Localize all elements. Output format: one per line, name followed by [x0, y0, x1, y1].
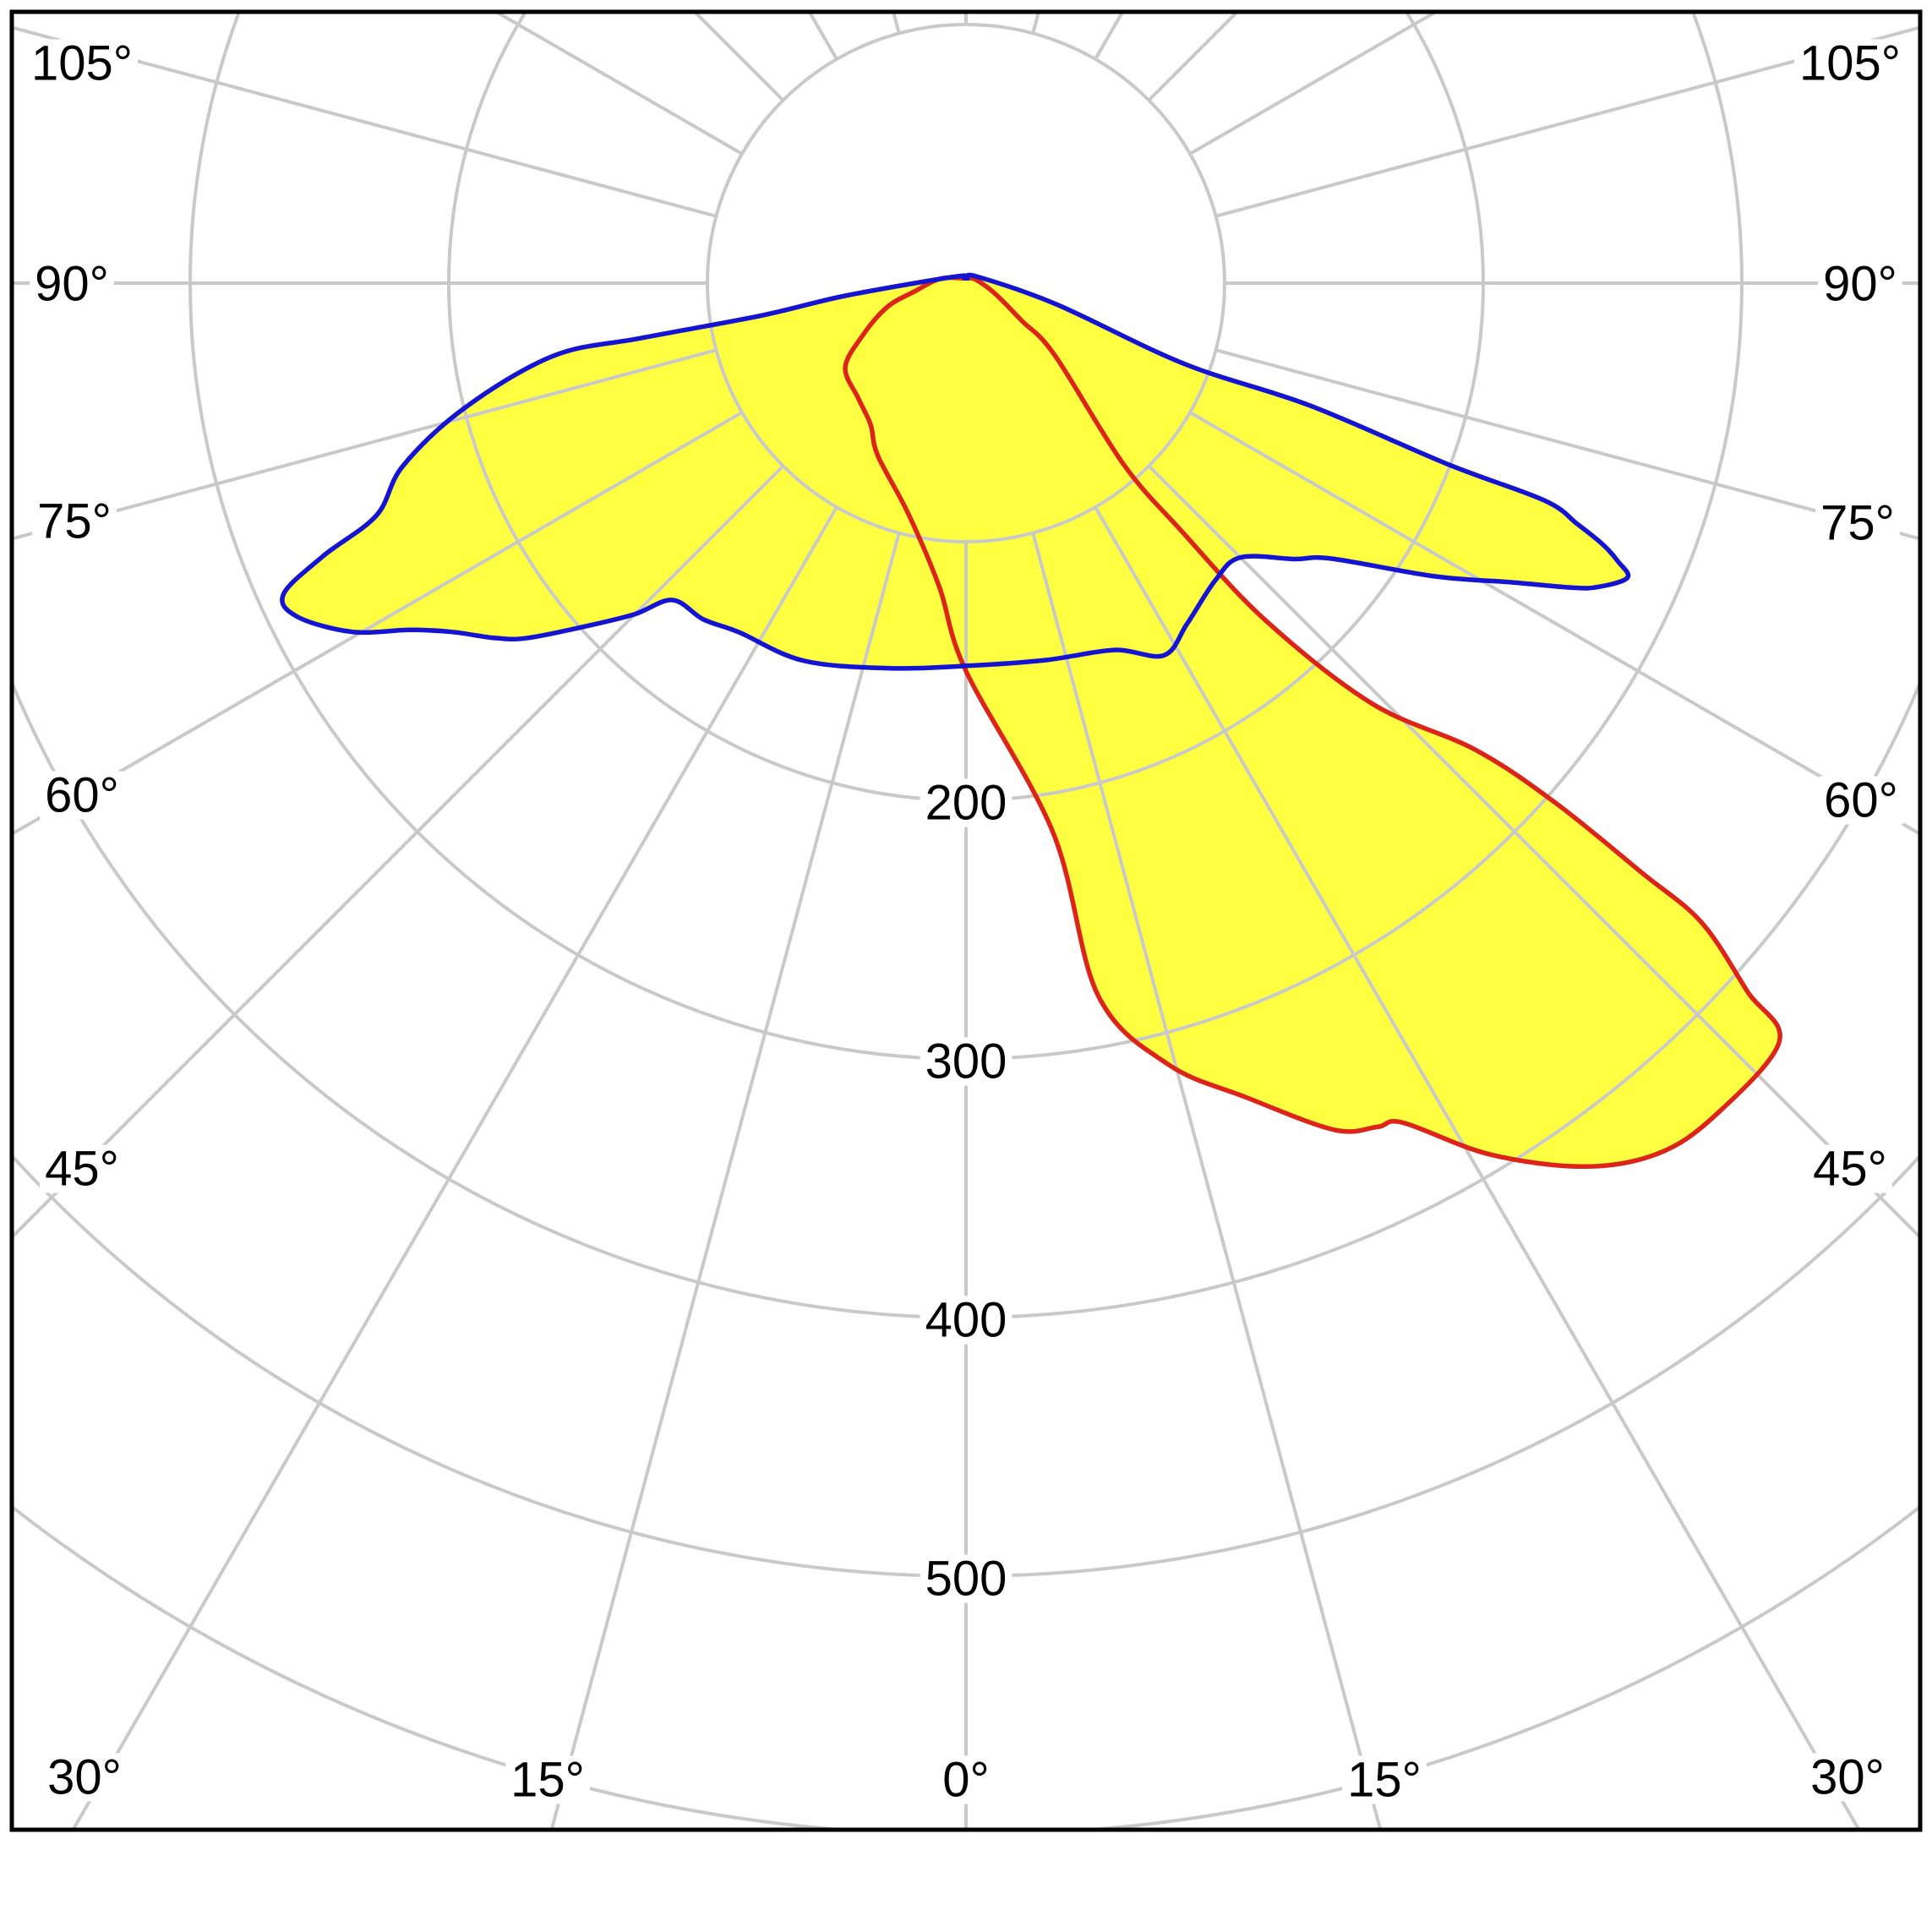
grid-spoke-75deg: [1215, 348, 1920, 541]
angle-label-6: 90°: [1818, 257, 1902, 312]
radial-label-bbox: [920, 778, 1012, 827]
angle-label-4: 45°: [40, 1142, 124, 1197]
angle-label-text: 105°: [1799, 36, 1901, 91]
grid-spoke--30deg: [71, 506, 838, 1830]
angle-label-bbox: [1342, 1755, 1427, 1804]
radial-label-0: 200: [920, 776, 1012, 831]
angle-label-2: 75°: [32, 494, 117, 549]
angle-label-5: 105°: [1794, 36, 1906, 91]
angle-label-text: 105°: [31, 36, 133, 91]
radial-label-3: 500: [920, 1552, 1012, 1607]
grid-spoke-30deg: [1094, 506, 1861, 1830]
angle-label-text: 15°: [1347, 1753, 1422, 1808]
angle-label-bbox: [937, 1755, 995, 1804]
grid-spoke-105deg: [1215, 25, 1920, 218]
angle-label-bbox: [26, 39, 138, 88]
angle-label-text: 30°: [1810, 1750, 1885, 1805]
angle-label-bbox: [32, 497, 117, 546]
angle-label-7: 75°: [1815, 496, 1900, 551]
grid-spoke-15deg: [1031, 532, 1383, 1830]
angle-label-3: 60°: [40, 768, 124, 823]
grid-spoke--15deg: [549, 532, 901, 1830]
angle-label-bbox: [30, 259, 114, 308]
angle-label-text: 60°: [1824, 773, 1898, 828]
grid-spoke-165deg: [1031, 12, 1041, 34]
radial-label-bbox: [920, 1296, 1012, 1345]
grid-spoke--165deg: [891, 12, 901, 34]
radial-label-2: 400: [920, 1293, 1012, 1348]
angle-label-14: 30°: [1805, 1750, 1890, 1805]
radial-label-bbox: [920, 1037, 1012, 1086]
angle-label-text: 90°: [35, 257, 109, 312]
angle-label-bbox: [1805, 1753, 1890, 1802]
angle-label-13: 15°: [1342, 1753, 1427, 1808]
angle-label-bbox: [42, 1753, 127, 1802]
angle-label-10: 30°: [42, 1750, 127, 1805]
grid-spoke--60deg: [12, 411, 743, 837]
radial-label-bbox: [920, 1554, 1012, 1603]
yellow-fill-blue: [281, 275, 1629, 669]
angle-label-0: 105°: [26, 36, 138, 91]
angle-label-text: 30°: [47, 1750, 122, 1805]
grid-spoke-60deg: [1189, 411, 1920, 837]
angle-label-text: 75°: [37, 494, 112, 549]
blue-curve-c90-c270: [280, 272, 1631, 671]
angle-label-bbox: [1819, 776, 1903, 825]
angle-label-bbox: [1794, 39, 1906, 88]
grid-spoke--105deg: [12, 25, 717, 218]
radial-label-text: 500: [925, 1552, 1007, 1607]
angle-label-text: 45°: [1813, 1142, 1887, 1197]
angle-label-text: 45°: [45, 1142, 119, 1197]
angle-label-bbox: [1815, 499, 1900, 548]
plot-frame: [9, 9, 1923, 1832]
angle-label-8: 60°: [1819, 773, 1903, 828]
angle-label-text: 90°: [1823, 257, 1897, 312]
angle-label-1: 90°: [30, 257, 114, 312]
angle-label-bbox: [1818, 259, 1902, 308]
angle-label-bbox: [40, 1144, 124, 1193]
angle-label-text: 75°: [1820, 496, 1895, 551]
angle-label-text: 0°: [942, 1753, 989, 1808]
angle-label-12: 0°: [937, 1753, 995, 1808]
angle-label-bbox: [40, 771, 124, 820]
red-curve-c0-c180: [843, 275, 1782, 1170]
angle-label-9: 45°: [1808, 1142, 1892, 1197]
angle-label-bbox: [1808, 1144, 1892, 1193]
angle-label-11: 15°: [505, 1753, 590, 1808]
radial-label-1: 300: [920, 1034, 1012, 1089]
angle-label-bbox: [505, 1755, 590, 1804]
angle-label-text: 60°: [45, 768, 119, 823]
intensity-fill-union: [281, 275, 1781, 1167]
radial-label-text: 400: [925, 1293, 1007, 1348]
grid-spoke--75deg: [12, 348, 717, 541]
radial-label-text: 200: [925, 776, 1007, 831]
angle-label-text: 15°: [510, 1753, 585, 1808]
radial-label-text: 300: [925, 1034, 1007, 1089]
